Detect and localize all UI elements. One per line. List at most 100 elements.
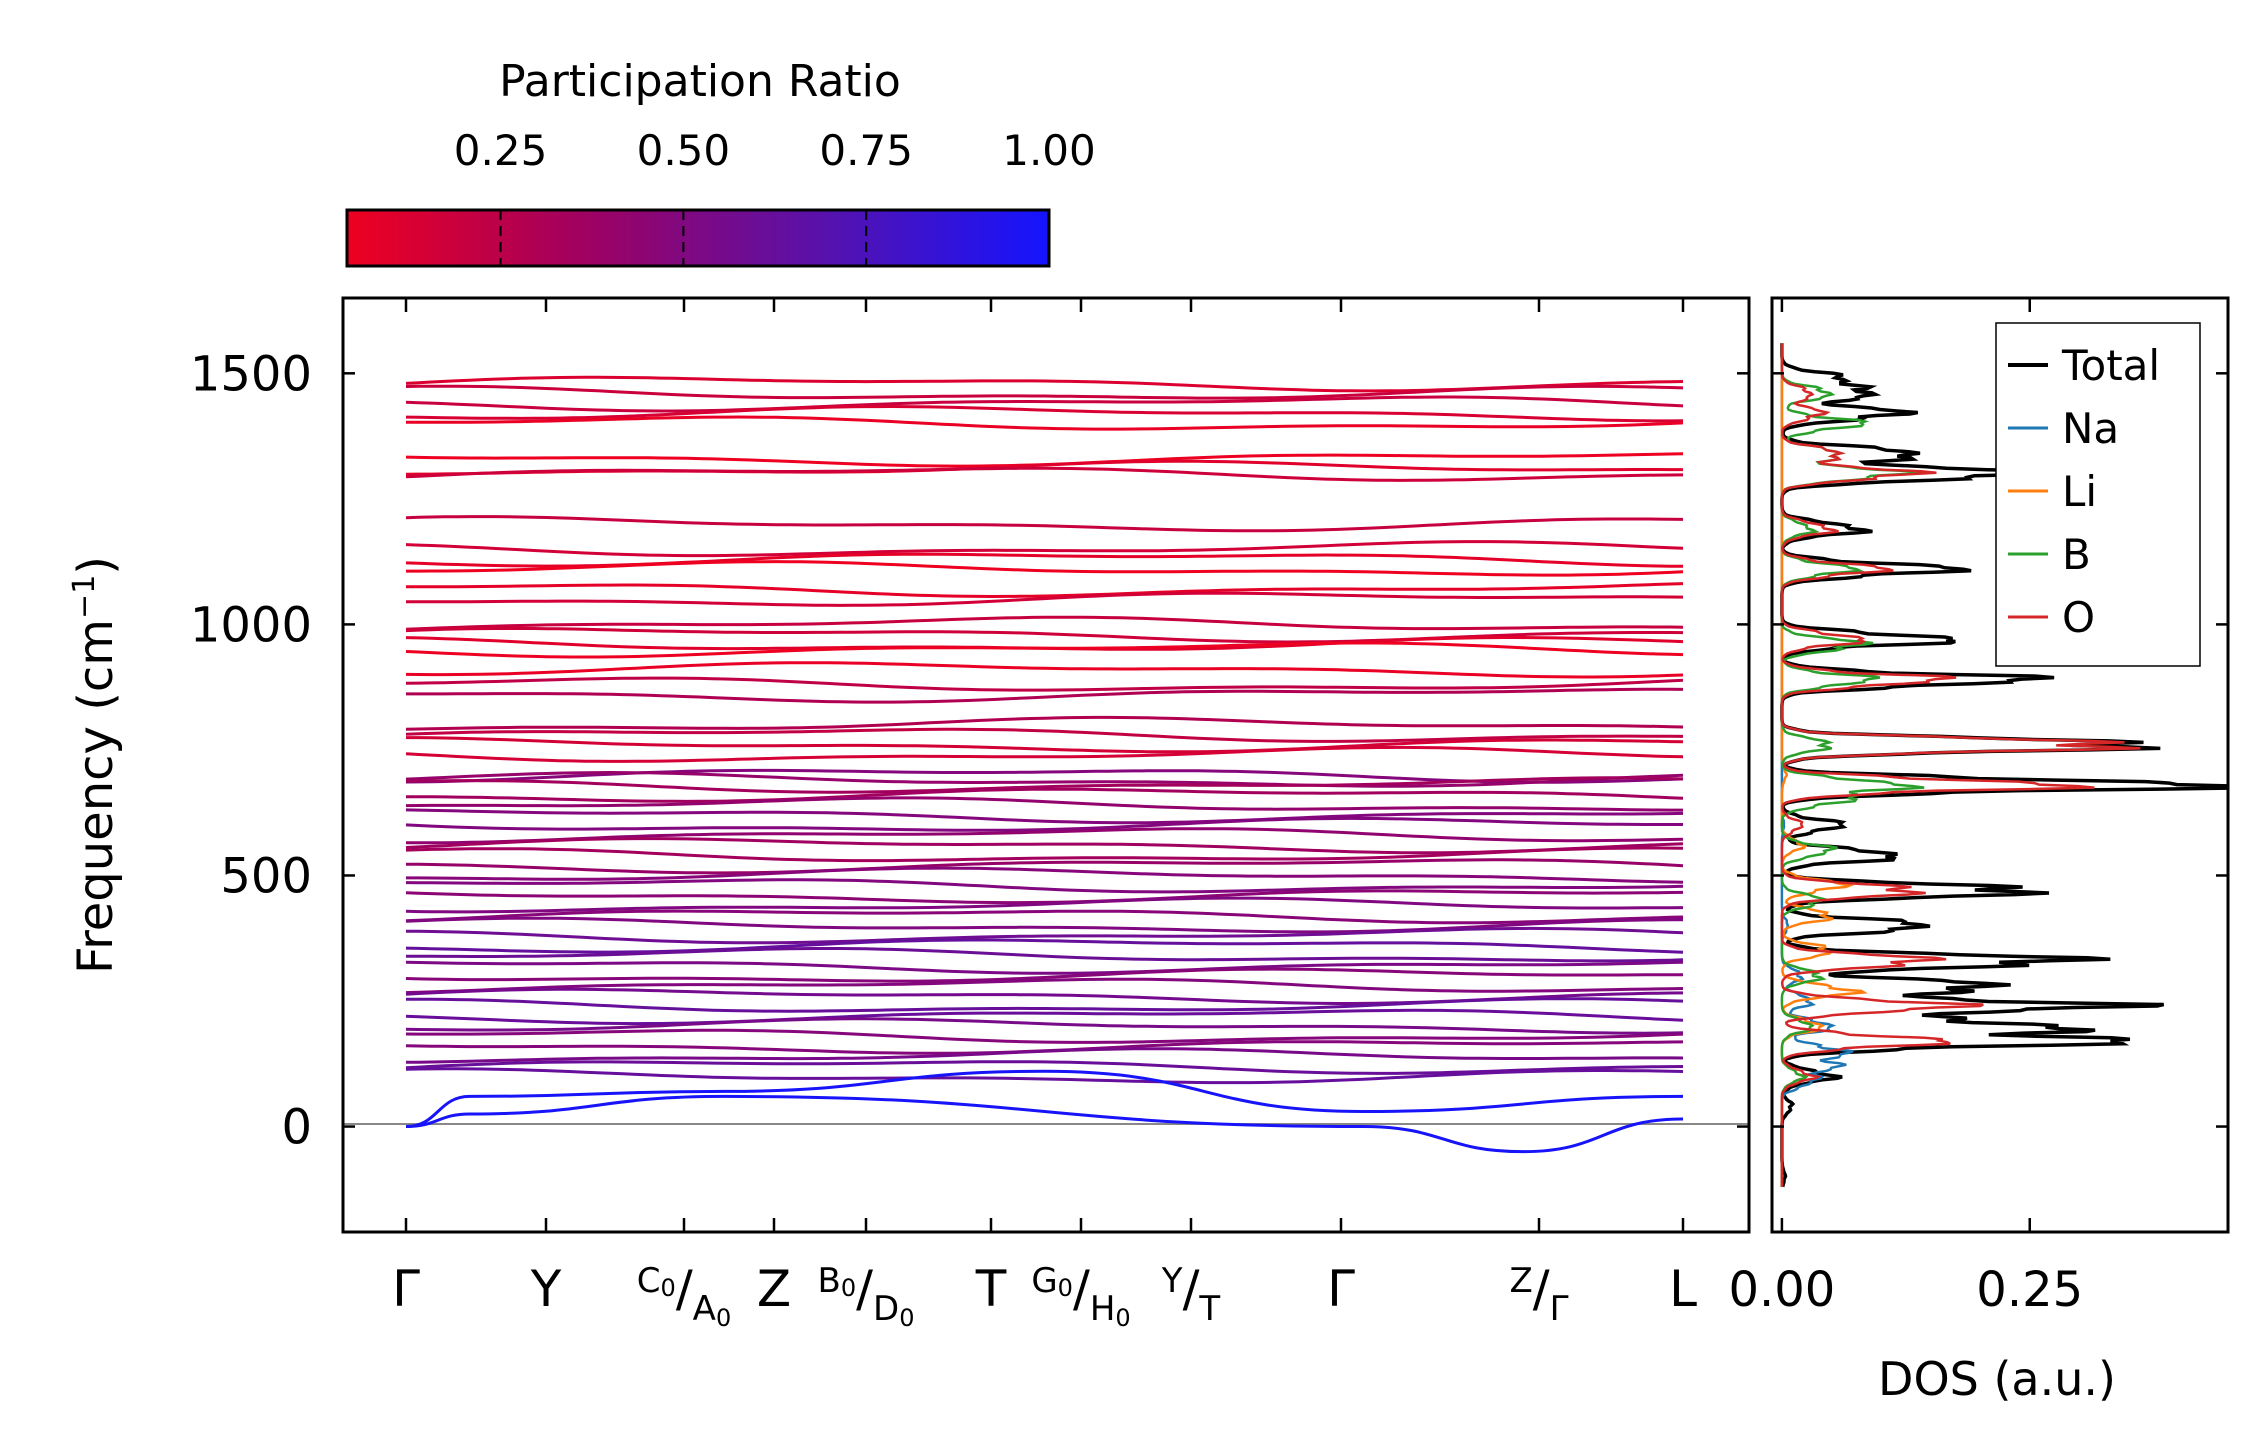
colorbar-tick-label: 1.00: [1002, 126, 1096, 175]
phonon-band: [405, 889, 1684, 905]
phonon-band: [405, 515, 1684, 533]
legend-label: B: [2062, 530, 2091, 579]
phonon-band: [405, 947, 1684, 963]
y-tick-label: 1000: [190, 597, 312, 653]
colorbar-tick-label: 0.50: [637, 126, 731, 175]
phonon-band: [405, 896, 1684, 914]
y-tick-label: 0: [281, 1100, 312, 1156]
phonon-band: [405, 827, 1684, 845]
phonon-band: [405, 715, 1684, 731]
phonon-band: [406, 687, 1684, 704]
phonon-band: [405, 776, 1684, 794]
x-tick-label: B0/D0: [818, 1260, 915, 1332]
phonon-band: [405, 938, 1684, 954]
dos-panel: 0.00 0.25 DOS (a.u.) Total Na Li BO: [1728, 296, 2230, 1406]
phonon-band: [405, 808, 1684, 825]
dos-legend: Total Na Li BO: [1995, 322, 2201, 667]
phonon-band: [405, 540, 1684, 558]
phonon-band: [405, 727, 1684, 743]
phonon-band: [405, 384, 1684, 400]
colorbar-tick-label: 0.25: [454, 126, 548, 175]
phonon-band: [405, 404, 1684, 423]
dos-x-tick-label: 0.25: [1976, 1262, 2083, 1318]
x-tick-label: Y/T: [1161, 1260, 1221, 1329]
legend-label: Total: [2061, 341, 2160, 390]
phonon-band: [405, 466, 1684, 482]
phonon-band: [405, 552, 1684, 568]
phonon-band: [406, 736, 1684, 754]
dos-x-axis: 0.00 0.25: [1728, 298, 2083, 1318]
legend-label: Na: [2062, 404, 2119, 453]
phonon-band: [405, 676, 1684, 692]
phonon-band: [405, 770, 1684, 788]
phonon-band: [406, 560, 1684, 577]
phonon-band: [405, 1017, 1684, 1035]
phonon-band: [405, 846, 1684, 863]
phonon-band: [406, 415, 1684, 431]
phonon-band: [405, 967, 1683, 983]
x-tick-label: Z: [757, 1260, 791, 1318]
x-tick-label: Γ: [1327, 1260, 1355, 1318]
y-axis-label: Frequency (cm−1): [67, 556, 124, 974]
phonon-band: [405, 615, 1684, 631]
phonon-band: [405, 1047, 1684, 1064]
phonon-band: [405, 1028, 1684, 1044]
legend-items: Total Na Li BO: [2008, 341, 2160, 642]
y-tick-label: 1500: [190, 346, 312, 402]
colorbar: Participation Ratio 0.25 0.50 0.75 1.00: [345, 56, 1096, 268]
band-structure-panel: 0 500 1000 1500 Γ Y C0/A0 Z B0/D0 T G0/H0 Y/T Γ Z/Γ L…: [67, 296, 1751, 1332]
x-tick-label: T: [975, 1260, 1007, 1318]
y-tick-label: 500: [220, 848, 312, 904]
legend-box: [1995, 322, 2201, 667]
legend-label: Li: [2062, 467, 2097, 516]
phonon-band: [406, 866, 1684, 884]
colorbar-label: Participation Ratio: [499, 56, 901, 107]
dos-x-axis-label: DOS (a.u.): [1878, 1352, 2116, 1406]
phonon-band: [405, 997, 1684, 1013]
acoustic-2: [405, 1094, 1684, 1154]
phonon-band: [405, 627, 1684, 644]
phonon-band: [405, 926, 1684, 945]
phonon-band: [406, 582, 1684, 599]
phonon-band: [405, 816, 1683, 832]
phonon-band: [405, 858, 1684, 875]
colorbar-ticks: [499, 210, 868, 266]
x-tick-label: L: [1669, 1260, 1697, 1318]
phonon-band: [405, 1067, 1684, 1085]
phonon-band: [405, 1060, 1684, 1075]
x-tick-label: Z/Γ: [1509, 1260, 1568, 1329]
band-axes-frame: [341, 296, 1751, 1234]
dos-curves: [1780, 343, 2228, 1188]
phonon-band: [405, 1008, 1684, 1026]
band-y-axis: 0 500 1000 1500: [190, 346, 1749, 1156]
phonon-band: [405, 878, 1684, 894]
phonon-band: [405, 395, 1684, 413]
x-tick-label: Γ: [392, 1260, 420, 1318]
band-x-axis: Γ Y C0/A0 Z B0/D0 T G0/H0 Y/T Γ Z/Γ L: [392, 298, 1697, 1332]
phonon-band: [405, 661, 1684, 679]
phonon-band: [405, 909, 1684, 925]
phonon-band: [406, 787, 1684, 803]
dos-y-ticks: [1772, 372, 2228, 1128]
phonon-band: [405, 977, 1684, 995]
x-tick-label: C0/A0: [637, 1260, 731, 1332]
dos-x-tick-label: 0.00: [1728, 1262, 1835, 1318]
phonon-band: [405, 916, 1683, 934]
acoustic-1: [405, 1069, 1684, 1129]
colorbar-tick-label: 0.75: [819, 126, 913, 175]
colorbar-tick-labels: 0.25 0.50 0.75 1.00: [454, 126, 1096, 175]
dos-o-line: [1780, 343, 2141, 1187]
phonon-band: [405, 960, 1684, 975]
phonon-band: [405, 745, 1684, 763]
phonon-bands: [405, 375, 1684, 1154]
x-tick-label: Y: [530, 1260, 562, 1318]
x-tick-label: G0/H0: [1031, 1260, 1130, 1332]
colorbar-rect: [345, 208, 1051, 268]
phonon-band: [405, 796, 1683, 812]
dos-axes-frame: [1770, 296, 2230, 1234]
phonon-band: [405, 641, 1684, 659]
legend-label: O: [2062, 593, 2095, 642]
phonon-band: [405, 591, 1684, 607]
dos-na-line: [1780, 343, 1854, 1187]
